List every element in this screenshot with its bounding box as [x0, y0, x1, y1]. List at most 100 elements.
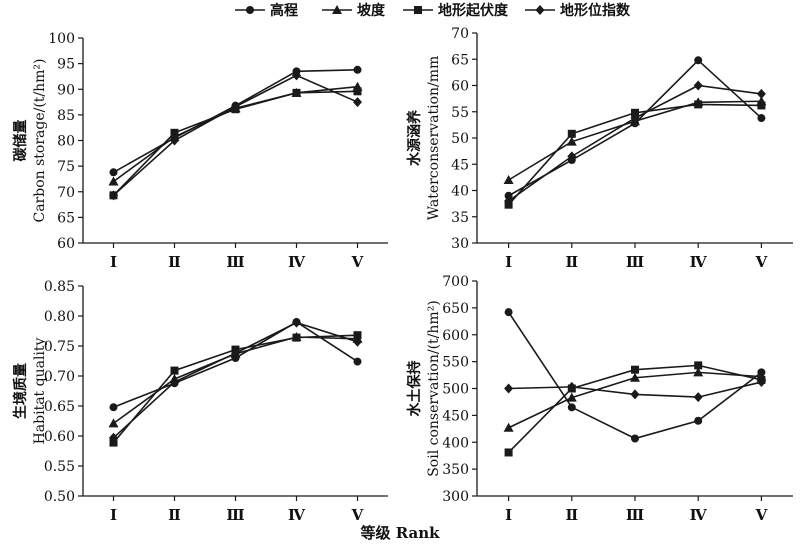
data-point-circle [694, 56, 703, 65]
x-tick-label: Ⅲ [226, 253, 244, 271]
y-tick-label: 400 [442, 435, 469, 451]
y-tick-label: 550 [442, 355, 469, 371]
y-tick-label: 85 [57, 108, 75, 124]
x-tick-label: Ⅴ [755, 506, 768, 524]
y-tick-label: 700 [442, 274, 469, 290]
data-point-diamond [630, 389, 640, 400]
x-tick-label: Ⅰ [505, 253, 512, 271]
legend-marker-square [414, 6, 422, 14]
x-tick-label: Ⅳ [288, 253, 306, 271]
data-point-diamond [693, 80, 703, 91]
data-point-square [757, 101, 766, 110]
data-point-triangle [693, 367, 704, 377]
data-point-circle [504, 308, 513, 317]
chart-panel-3: 0.50 0.55 0.60 0.65 0.70 0.75 0.80 0.85 Ⅰ Ⅱ Ⅲ Ⅳ Ⅴ 生境质… [12, 279, 388, 524]
data-point-circle [757, 114, 766, 123]
series-line-circle [113, 321, 358, 408]
y-tick-label: 300 [442, 489, 469, 505]
chart-panel-2: 30 35 40 45 50 55 60 65 70 Ⅰ Ⅱ Ⅲ Ⅳ Ⅴ 水源涵养 Waterconserva… [406, 26, 793, 271]
y-axis-label-en: Soil conservation/(t/hm²) [426, 300, 442, 477]
y-tick-label: 70 [57, 185, 75, 201]
y-tick-label: 0.55 [44, 459, 75, 475]
y-tick-label: 65 [57, 210, 75, 226]
y-tick-label: 0.80 [44, 309, 75, 325]
y-tick-label: 0.70 [44, 369, 75, 385]
legend-marker-triangle [332, 5, 342, 14]
chart-panel-4: 300 350 400 450 500 550 600 650 700 Ⅰ Ⅱ Ⅲ Ⅳ Ⅴ 水土保持 Soil… [406, 274, 793, 524]
x-tick-label: Ⅲ [226, 506, 244, 524]
data-point-diamond [109, 190, 118, 201]
legend-marker-diamond [535, 5, 545, 15]
data-point-triangle [108, 418, 119, 428]
data-point-diamond [353, 336, 362, 347]
series-line-diamond [508, 84, 762, 202]
data-point-diamond [693, 392, 703, 403]
y-tick-label: 0.65 [44, 399, 75, 415]
data-point-diamond [353, 97, 362, 108]
legend-marker-circle [246, 6, 254, 14]
x-tick-label: Ⅱ [565, 506, 578, 524]
x-tick-label: Ⅳ [288, 506, 306, 524]
data-point-diamond [756, 88, 766, 99]
x-tick-label: Ⅲ [626, 506, 644, 524]
data-point-diamond [504, 383, 514, 394]
y-tick-label: 0.85 [44, 279, 75, 295]
data-point-circle [109, 403, 118, 412]
data-point-circle [109, 168, 118, 177]
chart-panel-1: 60 65 70 75 80 85 90 95 100 Ⅰ Ⅱ Ⅲ Ⅳ Ⅴ 碳储量 Carbon storag… [12, 31, 388, 271]
data-point-diamond [504, 196, 514, 206]
data-point-circle [631, 434, 639, 443]
data-point-diamond [170, 377, 179, 387]
data-point-diamond [109, 432, 118, 443]
data-point-circle [353, 65, 362, 74]
series-line-circle [508, 59, 762, 197]
data-point-triangle [566, 392, 577, 402]
x-tick-label: Ⅴ [351, 506, 364, 524]
y-tick-label: 50 [451, 131, 469, 147]
y-axis-label-cn: 碳储量 [12, 120, 29, 162]
data-point-triangle [630, 372, 640, 382]
x-tick-label: Ⅳ [690, 253, 708, 271]
data-point-square [631, 108, 639, 117]
x-tick-label: Ⅱ [565, 253, 578, 271]
legend-label: 地形位指数 [560, 2, 631, 19]
y-tick-label: 450 [442, 408, 469, 424]
y-tick-label: 65 [451, 52, 469, 68]
data-point-square [353, 87, 362, 96]
y-tick-label: 0.60 [44, 429, 75, 445]
y-axis-label-cn: 生境质量 [12, 363, 29, 419]
y-axis-label-cn: 水源涵养 [406, 109, 423, 166]
x-tick-label: Ⅲ [626, 253, 644, 271]
data-point-triangle [503, 175, 514, 184]
y-tick-label: 60 [451, 79, 469, 95]
data-point-square [694, 361, 703, 370]
data-point-diamond [292, 317, 301, 328]
data-point-square [292, 333, 301, 342]
x-tick-label: Ⅴ [351, 253, 364, 271]
x-tick-label: Ⅱ [168, 253, 181, 271]
y-tick-label: 0.50 [44, 489, 75, 505]
y-tick-label: 45 [451, 157, 469, 173]
data-point-diamond [567, 381, 577, 392]
data-point-circle [504, 191, 513, 200]
y-tick-label: 60 [57, 236, 75, 252]
y-tick-label: 80 [57, 134, 75, 150]
data-point-circle [567, 403, 576, 412]
data-point-triangle [503, 422, 514, 432]
x-tick-label: Ⅰ [110, 253, 117, 271]
y-tick-label: 600 [442, 328, 469, 344]
data-point-square [353, 331, 362, 340]
data-point-square [170, 366, 179, 375]
data-point-square [504, 448, 513, 457]
y-tick-label: 35 [451, 210, 469, 226]
y-tick-label: 500 [442, 382, 469, 398]
data-point-square [170, 128, 179, 137]
y-tick-label: 100 [48, 31, 75, 47]
y-tick-label: 95 [57, 57, 75, 73]
x-axis-label: 等级 Rank [360, 524, 440, 542]
y-axis-label-cn: 水土保持 [406, 361, 423, 417]
legend-label: 坡度 [357, 2, 386, 19]
y-tick-label: 90 [57, 82, 75, 98]
data-point-triangle [108, 176, 119, 186]
